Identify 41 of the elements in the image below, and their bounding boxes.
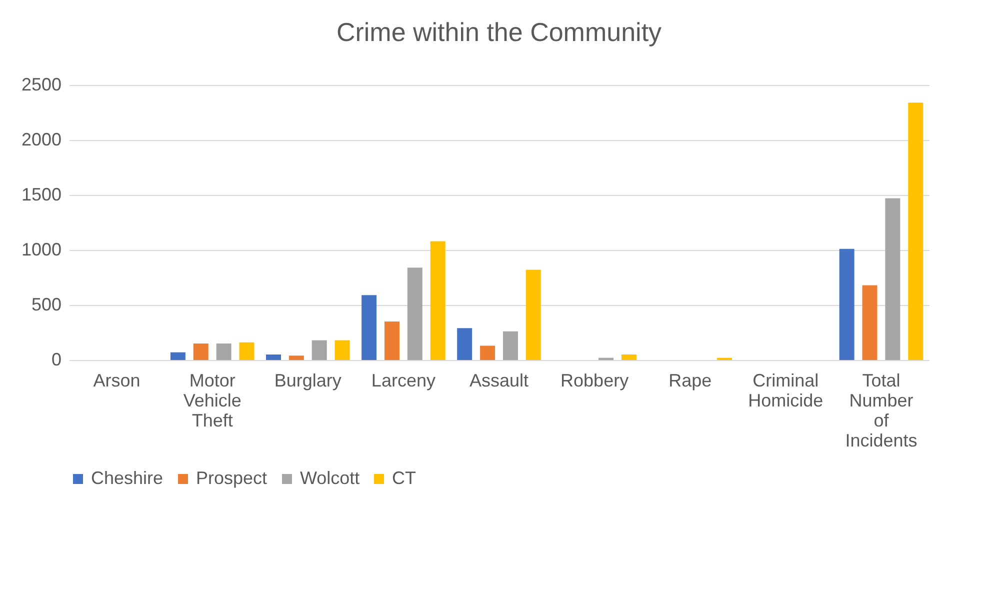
bar xyxy=(885,198,900,360)
legend-label: Prospect xyxy=(196,468,268,488)
bar xyxy=(526,270,541,360)
bar xyxy=(362,295,377,360)
y-tick-label: 500 xyxy=(31,294,62,314)
bar xyxy=(216,344,232,360)
x-tick-label: Assault xyxy=(469,370,529,390)
y-tick-label: 0 xyxy=(51,350,62,370)
bar xyxy=(862,285,878,360)
y-tick-label: 2500 xyxy=(21,74,62,94)
bar xyxy=(193,344,208,360)
y-tick-label: 1000 xyxy=(21,240,62,260)
x-tick-label: Motor Vehicle Theft xyxy=(183,370,242,430)
bar xyxy=(266,354,281,360)
bar xyxy=(430,241,446,360)
bar xyxy=(502,331,518,360)
bar xyxy=(407,268,422,360)
bar xyxy=(480,346,496,360)
x-tick-label: Larceny xyxy=(371,370,436,390)
legend-label: Wolcott xyxy=(300,468,360,488)
bar xyxy=(288,356,304,360)
bar xyxy=(457,328,472,360)
bar xyxy=(239,342,254,360)
bar xyxy=(908,102,924,360)
legend-label: CT xyxy=(392,468,416,488)
bar xyxy=(170,352,186,360)
x-tick-label: Burglary xyxy=(274,370,342,390)
bar xyxy=(839,248,854,360)
bar xyxy=(621,354,636,360)
y-tick-label: 1500 xyxy=(21,184,62,204)
x-tick-label: Robbery xyxy=(560,370,629,390)
legend-label: Cheshire xyxy=(91,468,164,488)
x-tick-label: Total Number of Incidents xyxy=(845,370,918,450)
x-tick-label: Arson xyxy=(93,370,140,390)
bar xyxy=(334,340,350,360)
x-tick-label: Rape xyxy=(668,370,712,390)
chart-title: Crime within the Community xyxy=(336,17,662,47)
bar xyxy=(384,322,400,360)
bar xyxy=(312,340,327,360)
x-tick-label: Criminal Homicide xyxy=(748,370,824,410)
y-tick-label: 2000 xyxy=(21,130,62,150)
